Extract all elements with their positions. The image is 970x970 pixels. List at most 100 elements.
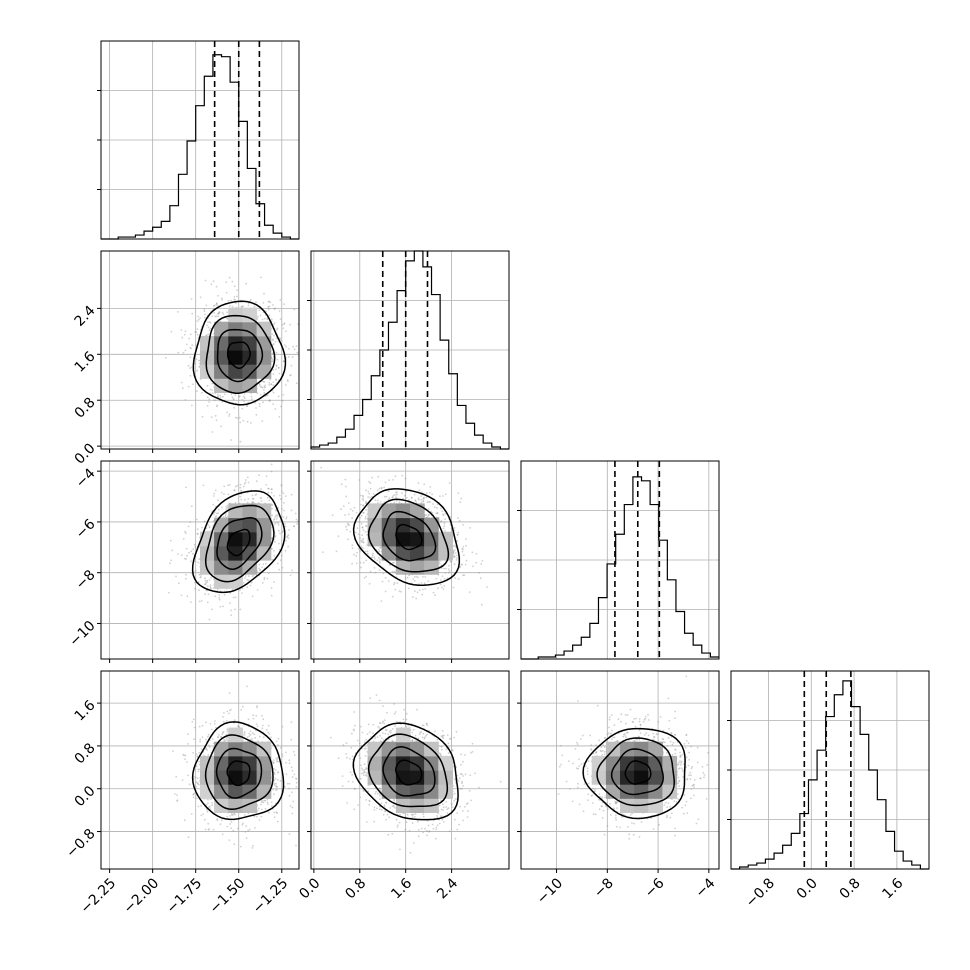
sample-point [355, 511, 358, 514]
sample-point [249, 298, 252, 301]
sample-point [287, 545, 290, 548]
histogram-steps [101, 54, 299, 240]
sample-point [204, 583, 207, 586]
sample-point [258, 402, 261, 405]
sample-point [186, 554, 188, 557]
sample-point [185, 558, 188, 560]
sample-point [420, 498, 423, 501]
sample-point [233, 489, 236, 491]
sample-point [425, 496, 428, 499]
sample-point [274, 541, 276, 543]
histogram-panel-4 [727, 670, 930, 870]
sample-point [479, 577, 482, 580]
sample-point [275, 379, 278, 382]
sample-point [293, 525, 296, 528]
sample-point [255, 493, 258, 496]
axes-frame [520, 460, 720, 660]
sample-point [355, 554, 358, 557]
sample-point [219, 605, 222, 608]
sample-point [213, 492, 216, 495]
sample-point [225, 291, 228, 294]
sample-point [196, 528, 199, 531]
sample-point [283, 322, 286, 325]
sample-point [361, 494, 364, 497]
sample-point [421, 593, 424, 596]
sample-point [293, 773, 296, 776]
sample-point [271, 343, 274, 346]
sample-point [180, 329, 183, 331]
sample-point [171, 549, 174, 552]
sample-point [233, 406, 236, 409]
sample-point [184, 333, 186, 336]
sample-point [245, 837, 248, 839]
sample-point [478, 571, 481, 574]
sample-point [460, 497, 463, 500]
sample-point [228, 415, 231, 417]
sample-point [271, 360, 274, 363]
sample-point [245, 575, 247, 577]
sample-point [461, 563, 463, 566]
density-cell [256, 517, 272, 533]
sample-point [205, 582, 207, 584]
density-layer [167, 463, 299, 621]
sample-point [206, 601, 209, 604]
contour-line [216, 328, 264, 383]
sample-point [383, 486, 385, 489]
sample-point [261, 566, 263, 568]
sample-point [228, 413, 231, 415]
sample-point [351, 562, 353, 565]
sample-point [296, 520, 299, 523]
sample-point [362, 511, 364, 514]
sample-point [471, 551, 474, 554]
sample-point [384, 481, 387, 484]
sample-point [381, 580, 384, 583]
sample-point [283, 322, 286, 325]
sample-point [367, 490, 370, 493]
sample-point [264, 317, 266, 320]
density-cell [242, 321, 258, 337]
sample-point [279, 298, 282, 301]
density-layer [165, 276, 299, 443]
sample-point [440, 520, 443, 522]
contour-line [216, 517, 263, 570]
sample-point [260, 386, 263, 389]
sample-point [360, 541, 363, 543]
sample-point [247, 304, 250, 307]
sample-point [276, 515, 278, 518]
sample-point [320, 466, 323, 469]
sample-point [291, 769, 294, 772]
sample-point [251, 398, 253, 401]
sample-point [209, 587, 212, 589]
sample-point [357, 547, 360, 550]
sample-point [190, 404, 193, 407]
sample-point [211, 431, 214, 433]
sample-point [208, 525, 211, 528]
sample-point [344, 514, 346, 516]
sample-point [239, 486, 242, 489]
sample-point [273, 495, 275, 497]
sample-point [362, 547, 364, 550]
sample-point [262, 380, 265, 383]
sample-point [266, 317, 269, 320]
sample-point [422, 575, 424, 578]
sample-point [376, 489, 379, 491]
sample-point [218, 508, 220, 511]
sample-point [369, 570, 372, 573]
sample-point [226, 825, 229, 828]
sample-point [366, 552, 369, 555]
sample-point [203, 583, 206, 586]
sample-point [256, 589, 259, 591]
sample-point [362, 497, 364, 500]
sample-point [177, 582, 180, 585]
sample-point [312, 796, 314, 798]
sample-point [175, 575, 177, 578]
sample-point [228, 276, 231, 279]
sample-point [290, 509, 293, 512]
sample-point [362, 529, 365, 532]
sample-point [251, 575, 254, 578]
sample-point [360, 503, 362, 506]
sample-point [211, 389, 214, 391]
sample-point [425, 514, 428, 516]
sample-point [194, 362, 196, 365]
sample-point [422, 588, 424, 591]
